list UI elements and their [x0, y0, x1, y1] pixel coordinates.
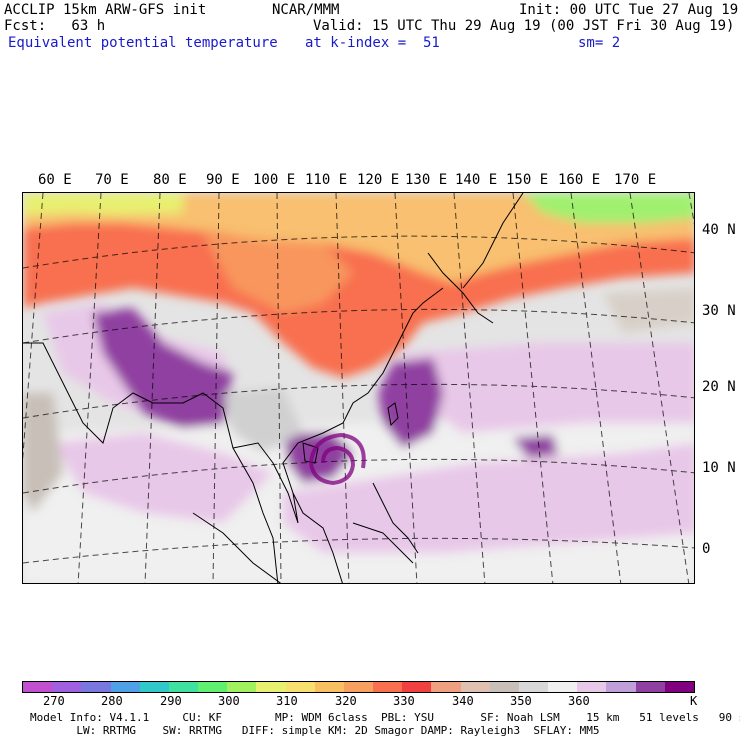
colorbar-tick: 280 [101, 694, 123, 708]
longitude-label: 120 E [357, 172, 400, 188]
colorbar-swatch [431, 682, 461, 692]
colorbar-swatch [664, 682, 694, 692]
longitude-label: 90 E [206, 172, 240, 188]
latitude-label: 20 N [702, 379, 736, 395]
colorbar-tick: 340 [452, 694, 474, 708]
colorbar-unit: K [690, 694, 698, 708]
colorbar-swatch [518, 682, 549, 692]
latitude-label: 40 N [702, 222, 736, 238]
longitude-label: 170 E [614, 172, 657, 188]
colorbar-swatch [635, 682, 665, 692]
theta-e-field [23, 193, 694, 583]
colorbar-swatch [168, 682, 199, 692]
longitude-label: 110 E [305, 172, 348, 188]
colorbar-swatch [227, 682, 257, 692]
level-index: at k-index = 51 [305, 35, 440, 51]
longitude-label: 80 E [153, 172, 187, 188]
model-info-line: Model Info: V4.1.1 CU: KF MP: WDM 6class… [30, 711, 740, 724]
colorbar-swatch [548, 682, 578, 692]
colorbar-swatch [285, 682, 315, 692]
colorbar [22, 681, 695, 693]
model-title: ACCLIP 15km ARW-GFS init [4, 2, 207, 18]
longitude-label: 130 E [405, 172, 448, 188]
colorbar-swatch [110, 682, 140, 692]
colorbar-tick: 290 [160, 694, 182, 708]
colorbar-swatch [52, 682, 82, 692]
longitude-label: 150 E [506, 172, 549, 188]
colorbar-swatch [373, 682, 403, 692]
init-time: Init: 00 UTC Tue 27 Aug 19 [519, 2, 739, 18]
colorbar-swatch [23, 682, 53, 692]
colorbar-swatch [460, 682, 490, 692]
colorbar-swatch [81, 682, 111, 692]
field-name: Equivalent potential temperature [8, 35, 278, 51]
colorbar-swatch [314, 682, 344, 692]
institution-label: NCAR/MMM [272, 2, 340, 18]
colorbar-swatch [256, 682, 286, 692]
longitude-label: 70 E [95, 172, 129, 188]
colorbar-tick: 270 [43, 694, 65, 708]
map-panel [22, 192, 695, 584]
colorbar-tick: 310 [276, 694, 298, 708]
colorbar-tick: 330 [393, 694, 415, 708]
colorbar-swatch [402, 682, 432, 692]
longitude-label: 140 E [455, 172, 498, 188]
latitude-label: 10 N [702, 460, 736, 476]
longitude-label: 60 E [38, 172, 72, 188]
physics-info-line: LW: RRTMG SW: RRTMG DIFF: simple KM: 2D … [30, 724, 600, 737]
latitude-label: 0 [702, 541, 711, 557]
longitude-label: 160 E [558, 172, 601, 188]
colorbar-tick: 300 [218, 694, 240, 708]
smoothing-label: sm= 2 [578, 35, 621, 51]
longitude-label: 100 E [253, 172, 296, 188]
colorbar-tick: 360 [568, 694, 590, 708]
colorbar-swatch [606, 682, 636, 692]
colorbar-swatch [577, 682, 607, 692]
colorbar-tick: 320 [335, 694, 357, 708]
colorbar-tick: 350 [510, 694, 532, 708]
colorbar-swatch [139, 682, 169, 692]
forecast-hour: Fcst: 63 h [4, 18, 106, 34]
colorbar-swatch [198, 682, 228, 692]
latitude-label: 30 N [702, 303, 736, 319]
valid-time: Valid: 15 UTC Thu 29 Aug 19 (00 JST Fri … [313, 18, 735, 34]
colorbar-swatch [343, 682, 374, 692]
colorbar-swatch [489, 682, 519, 692]
